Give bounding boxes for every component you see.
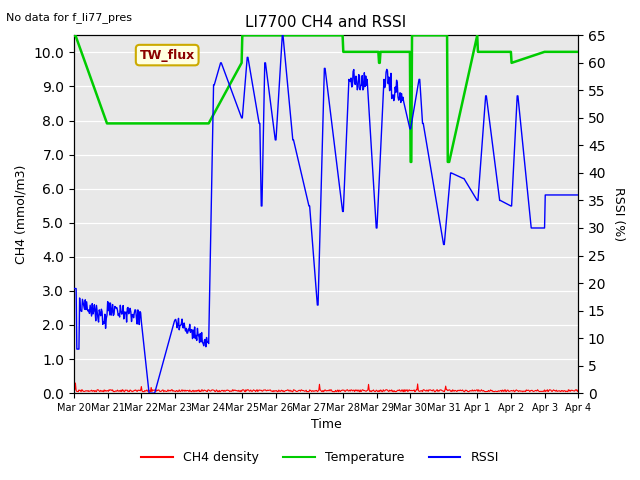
Y-axis label: CH4 (mmol/m3): CH4 (mmol/m3): [15, 165, 28, 264]
Text: No data for f_li77_pres: No data for f_li77_pres: [6, 12, 132, 23]
X-axis label: Time: Time: [311, 419, 342, 432]
Legend: CH4 density, Temperature, RSSI: CH4 density, Temperature, RSSI: [136, 446, 504, 469]
Title: LI7700 CH4 and RSSI: LI7700 CH4 and RSSI: [246, 15, 407, 30]
Y-axis label: RSSI (%): RSSI (%): [612, 187, 625, 241]
Text: TW_flux: TW_flux: [140, 48, 195, 61]
